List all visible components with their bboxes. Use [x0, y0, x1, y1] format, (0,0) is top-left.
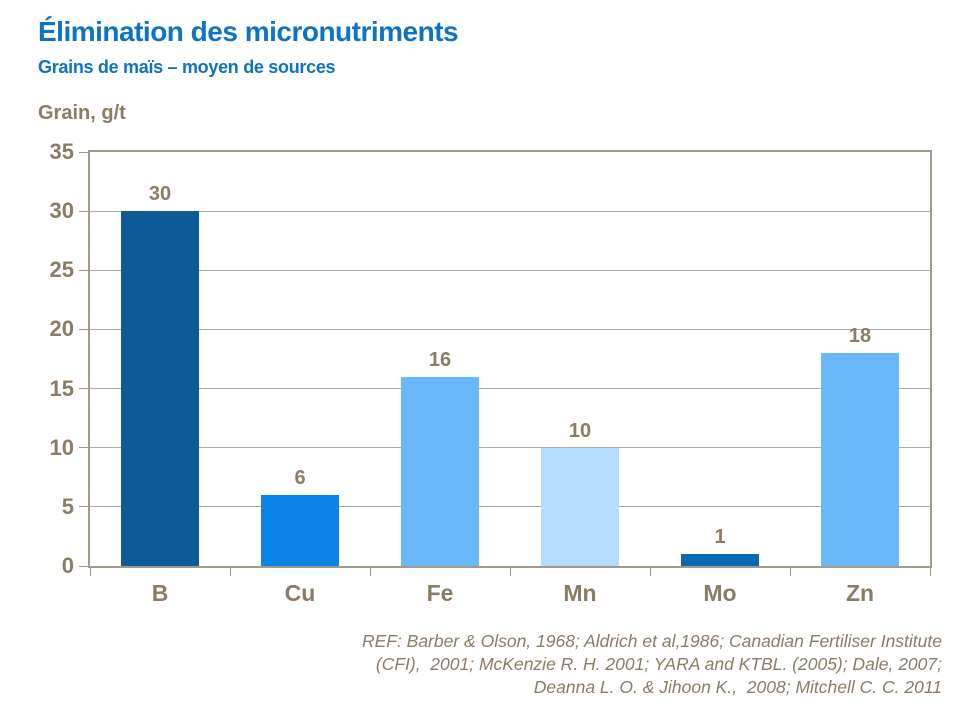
y-tick-mark — [79, 388, 90, 390]
x-category-label: Mo — [703, 580, 737, 606]
x-category-label: Mn — [563, 580, 597, 606]
y-tick-mark — [79, 210, 90, 212]
x-tick-mark — [509, 566, 511, 576]
bar-value-label: 18 — [848, 325, 872, 348]
bar-slot: 30 B — [90, 152, 230, 606]
bar-slot: 1 Mo — [650, 152, 790, 606]
bar-Fe — [401, 376, 479, 566]
bar-value-label: 6 — [294, 467, 306, 490]
y-tick-label: 0 — [61, 553, 74, 578]
x-tick-mark — [649, 566, 651, 576]
reference-line: (CFI), 2001; McKenzie R. H. 2001; YARA a… — [375, 654, 942, 674]
y-tick-label: 25 — [49, 257, 74, 283]
x-tick-mark — [789, 566, 791, 576]
bar-value-label: 1 — [714, 526, 726, 549]
bar-value-label: 10 — [568, 419, 592, 442]
gridline — [90, 210, 930, 212]
bar-slot: 6 Cu — [230, 152, 370, 606]
gridline — [90, 506, 930, 508]
bar-slot: 10 Mn — [510, 152, 650, 606]
reference-text: REF: Barber & Olson, 1968; Aldrich et al… — [362, 630, 942, 699]
bar-slot: 16 Fe — [370, 152, 510, 606]
x-category-label: Cu — [284, 580, 316, 606]
gridline — [90, 447, 930, 449]
x-tick-mark — [369, 566, 371, 576]
x-tick-mark — [929, 566, 931, 576]
chart: 0 5 10 15 20 25 30 35 30 B 6 Cu 16 Fe 10 Mn 1 Mo 18 Zn — [50, 141, 932, 606]
bar-slot: 18 Zn — [790, 152, 930, 606]
bar-value-label: 16 — [428, 348, 452, 371]
chart-title: Élimination des micronutriments — [38, 16, 459, 47]
bar-Mn — [541, 447, 619, 566]
gridline — [90, 328, 930, 330]
plot-area — [88, 150, 932, 568]
reference-line: Deanna L. O. & Jihoon K., 2008; Mitchell… — [533, 677, 942, 697]
bar-value-label: 30 — [148, 183, 172, 206]
bar-B — [121, 211, 199, 566]
bar-Cu — [261, 495, 339, 566]
x-tick-mark — [229, 566, 231, 576]
chart-subtitle: Grains de maïs – moyen de sources — [38, 57, 336, 77]
reference-line: REF: Barber & Olson, 1968; Aldrich et al… — [361, 631, 942, 651]
y-tick-mark — [79, 269, 90, 271]
y-axis-title: Grain, g/t — [38, 102, 126, 124]
y-tick-mark — [79, 151, 90, 153]
y-tick-label: 10 — [49, 434, 74, 460]
x-tick-mark — [89, 566, 91, 576]
gridline — [90, 388, 930, 390]
y-tick-mark — [79, 328, 90, 330]
bar-Zn — [821, 353, 899, 566]
y-tick-label: 5 — [61, 493, 74, 519]
x-category-label: Zn — [845, 580, 875, 606]
bar-Mo — [681, 554, 759, 566]
x-category-label: Fe — [426, 580, 454, 606]
x-category-label: B — [151, 580, 169, 606]
y-tick-label: 15 — [49, 375, 74, 401]
y-tick-label: 20 — [49, 316, 74, 342]
y-tick-mark — [79, 565, 90, 567]
y-tick-mark — [79, 506, 90, 508]
y-tick-label: 30 — [49, 198, 74, 224]
gridline — [90, 269, 930, 271]
y-tick-mark — [79, 447, 90, 449]
y-tick-label: 35 — [49, 139, 74, 164]
